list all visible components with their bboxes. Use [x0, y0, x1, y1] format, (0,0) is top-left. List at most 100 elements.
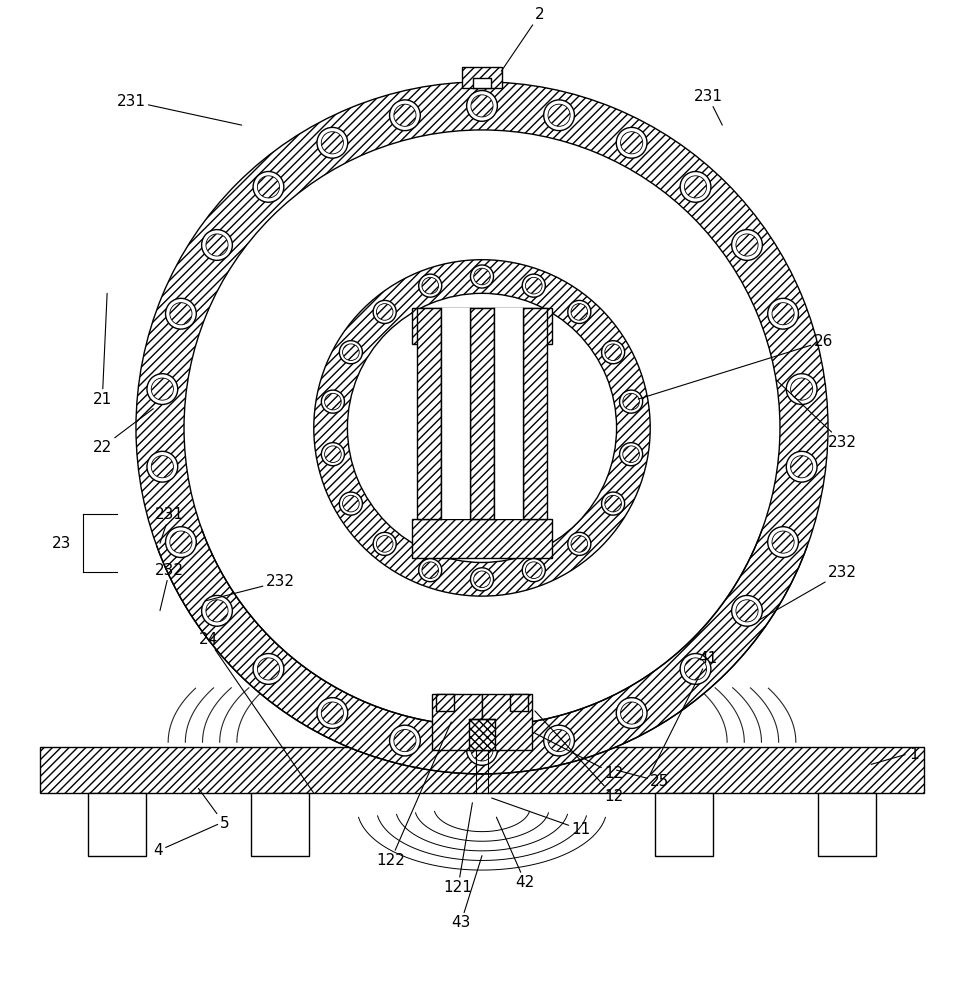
Bar	[482, 694, 532, 750]
Circle shape	[548, 729, 570, 752]
Circle shape	[170, 531, 192, 553]
Bar	[462, 67, 502, 88]
Circle shape	[568, 532, 591, 555]
Circle shape	[325, 446, 341, 463]
Bar	[494, 308, 522, 519]
Circle shape	[321, 702, 343, 724]
Bar	[413, 308, 551, 344]
Circle shape	[470, 265, 494, 288]
Circle shape	[522, 274, 546, 297]
Text: 41: 41	[650, 651, 717, 774]
Circle shape	[571, 304, 588, 320]
Circle shape	[389, 100, 420, 131]
Text: 2: 2	[501, 7, 545, 71]
Circle shape	[422, 562, 439, 578]
Circle shape	[339, 492, 362, 515]
Bar	[88, 793, 146, 856]
Circle shape	[470, 568, 494, 591]
Circle shape	[736, 600, 758, 622]
Circle shape	[767, 298, 798, 329]
Circle shape	[467, 91, 497, 121]
Circle shape	[790, 378, 813, 400]
Bar	[432, 694, 482, 750]
Circle shape	[616, 127, 647, 158]
Text: 22: 22	[93, 409, 153, 455]
Bar	[473, 78, 491, 88]
Circle shape	[790, 456, 813, 478]
Circle shape	[620, 390, 643, 413]
Text: 24: 24	[199, 632, 314, 793]
Bar	[510, 694, 527, 711]
Circle shape	[623, 446, 639, 463]
Circle shape	[787, 374, 817, 404]
Text: 23: 23	[52, 536, 71, 551]
Circle shape	[681, 172, 710, 202]
Text: 12: 12	[535, 711, 624, 804]
Circle shape	[571, 536, 588, 552]
Circle shape	[604, 495, 622, 512]
Text: 11: 11	[492, 798, 591, 837]
Circle shape	[604, 344, 622, 361]
Circle shape	[772, 531, 794, 553]
Circle shape	[471, 739, 493, 761]
Circle shape	[170, 303, 192, 325]
Circle shape	[151, 378, 174, 400]
Circle shape	[201, 595, 232, 626]
Circle shape	[206, 234, 228, 256]
Circle shape	[522, 559, 546, 582]
Text: 231: 231	[155, 507, 184, 543]
Circle shape	[623, 393, 639, 410]
Circle shape	[787, 451, 817, 482]
Circle shape	[339, 341, 362, 364]
Bar	[522, 308, 547, 519]
Circle shape	[568, 300, 591, 323]
Circle shape	[376, 304, 393, 320]
Circle shape	[317, 698, 348, 728]
Circle shape	[681, 654, 710, 684]
Circle shape	[389, 725, 420, 756]
Text: 121: 121	[443, 803, 472, 895]
Circle shape	[376, 536, 393, 552]
Circle shape	[257, 658, 280, 680]
Circle shape	[418, 274, 442, 297]
Bar	[413, 519, 551, 558]
Circle shape	[736, 234, 758, 256]
Bar	[417, 308, 442, 519]
Circle shape	[373, 532, 396, 555]
Bar	[442, 308, 470, 519]
Bar	[40, 747, 924, 793]
Circle shape	[394, 104, 416, 126]
Text: 232: 232	[776, 380, 857, 450]
Circle shape	[166, 298, 197, 329]
Circle shape	[544, 725, 575, 756]
Text: 231: 231	[117, 94, 242, 125]
Circle shape	[422, 277, 439, 294]
Wedge shape	[314, 260, 650, 596]
Circle shape	[616, 698, 647, 728]
Bar	[818, 793, 876, 856]
Circle shape	[418, 559, 442, 582]
Circle shape	[257, 176, 280, 198]
Text: 4: 4	[153, 824, 218, 858]
Circle shape	[548, 104, 570, 126]
Circle shape	[321, 390, 344, 413]
Circle shape	[151, 456, 174, 478]
Circle shape	[321, 443, 344, 466]
Circle shape	[767, 527, 798, 557]
Circle shape	[325, 393, 341, 410]
Circle shape	[544, 100, 575, 131]
Bar	[442, 308, 470, 344]
Circle shape	[147, 451, 177, 482]
Circle shape	[620, 443, 643, 466]
Circle shape	[772, 303, 794, 325]
Bar	[470, 308, 494, 519]
Text: 232: 232	[205, 574, 295, 601]
Text: 12: 12	[535, 733, 624, 781]
Text: 43: 43	[451, 856, 482, 930]
Circle shape	[166, 527, 197, 557]
Text: 5: 5	[199, 788, 229, 831]
Circle shape	[342, 495, 360, 512]
Bar	[469, 719, 495, 750]
Circle shape	[732, 595, 763, 626]
Wedge shape	[136, 82, 828, 774]
